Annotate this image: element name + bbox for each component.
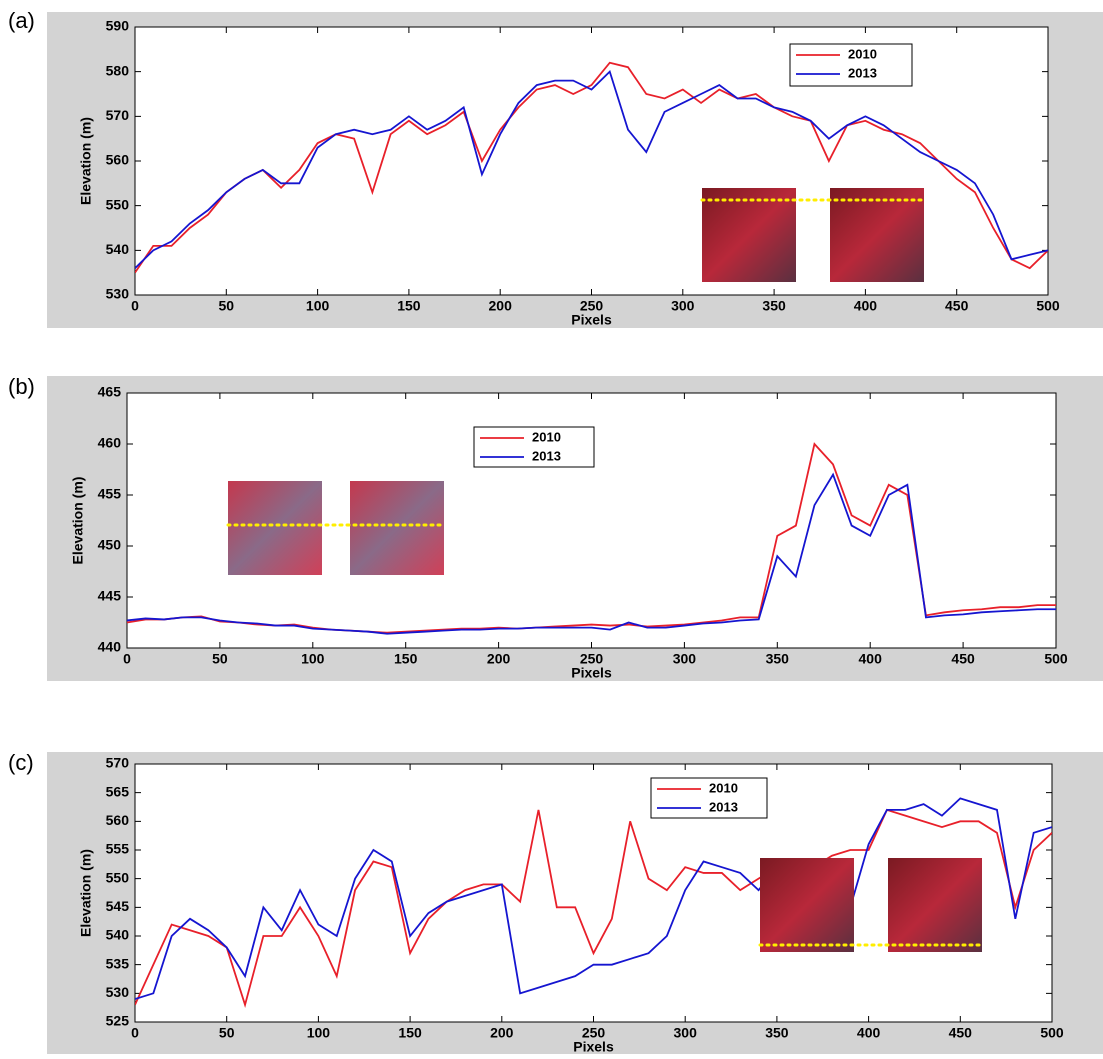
y-tick-label: 450	[98, 537, 122, 553]
x-axis-label: Pixels	[573, 1039, 614, 1054]
y-tick-label: 540	[106, 927, 130, 943]
y-axis-label: Elevation (m)	[70, 477, 86, 565]
inset-image	[228, 481, 322, 575]
y-tick-label: 465	[98, 384, 122, 400]
y-tick-label: 555	[106, 841, 130, 857]
y-tick-label: 580	[106, 62, 130, 78]
y-tick-label: 460	[98, 435, 122, 451]
y-tick-label: 570	[106, 755, 130, 771]
y-tick-label: 440	[98, 639, 122, 655]
legend-label: 2010	[532, 429, 561, 444]
legend-label: 2013	[532, 448, 561, 463]
y-tick-label: 590	[106, 18, 130, 34]
legend-label: 2013	[709, 799, 738, 814]
panel-label: (b)	[8, 374, 35, 399]
x-tick-label: 450	[951, 651, 975, 667]
y-tick-label: 445	[98, 588, 122, 604]
x-tick-label: 100	[301, 651, 325, 667]
y-tick-label: 545	[106, 898, 130, 914]
x-tick-label: 500	[1040, 1025, 1064, 1041]
x-tick-label: 300	[671, 298, 695, 314]
panel-label: (c)	[8, 750, 34, 775]
x-tick-label: 350	[765, 1025, 789, 1041]
x-tick-label: 500	[1036, 298, 1060, 314]
x-tick-label: 150	[398, 1025, 422, 1041]
y-tick-label: 550	[106, 196, 130, 212]
x-tick-label: 150	[394, 651, 418, 667]
y-tick-label: 540	[106, 241, 130, 257]
figure: (a)0501001502002503003504004505005305405…	[0, 0, 1103, 1054]
y-axis-label: Elevation (m)	[78, 849, 94, 937]
y-tick-label: 560	[106, 812, 130, 828]
inset-image	[760, 858, 854, 952]
y-tick-label: 570	[106, 107, 130, 123]
x-tick-label: 400	[854, 298, 878, 314]
x-axis-label: Pixels	[571, 665, 612, 681]
x-tick-label: 150	[397, 298, 421, 314]
x-tick-label: 450	[945, 298, 969, 314]
x-tick-label: 50	[212, 651, 228, 667]
x-tick-label: 500	[1044, 651, 1068, 667]
x-tick-label: 200	[487, 651, 511, 667]
x-tick-label: 100	[306, 298, 330, 314]
y-tick-label: 535	[106, 955, 130, 971]
x-tick-label: 300	[673, 651, 697, 667]
y-tick-label: 530	[106, 984, 130, 1000]
inset-image	[888, 858, 982, 952]
x-tick-label: 50	[219, 298, 235, 314]
inset-image	[702, 188, 796, 282]
inset-image	[350, 481, 444, 575]
y-tick-label: 565	[106, 783, 130, 799]
legend-label: 2010	[848, 46, 877, 61]
legend-label: 2013	[848, 65, 877, 80]
y-tick-label: 560	[106, 152, 130, 168]
x-tick-label: 0	[131, 298, 139, 314]
panel-label: (a)	[8, 8, 35, 33]
x-tick-label: 100	[307, 1025, 331, 1041]
x-axis-label: Pixels	[571, 312, 612, 328]
x-tick-label: 0	[123, 651, 131, 667]
x-tick-label: 350	[762, 298, 786, 314]
x-tick-label: 300	[674, 1025, 698, 1041]
y-tick-label: 525	[106, 1013, 130, 1029]
y-tick-label: 550	[106, 869, 130, 885]
y-tick-label: 530	[106, 286, 130, 302]
x-tick-label: 0	[131, 1025, 139, 1041]
legend-label: 2010	[709, 780, 738, 795]
x-tick-label: 450	[949, 1025, 973, 1041]
y-axis-label: Elevation (m)	[78, 117, 94, 205]
x-tick-label: 200	[490, 1025, 514, 1041]
x-tick-label: 400	[857, 1025, 881, 1041]
x-tick-label: 350	[766, 651, 790, 667]
y-tick-label: 455	[98, 486, 122, 502]
x-tick-label: 200	[489, 298, 513, 314]
x-tick-label: 50	[219, 1025, 235, 1041]
x-tick-label: 400	[859, 651, 883, 667]
inset-image	[830, 188, 924, 282]
